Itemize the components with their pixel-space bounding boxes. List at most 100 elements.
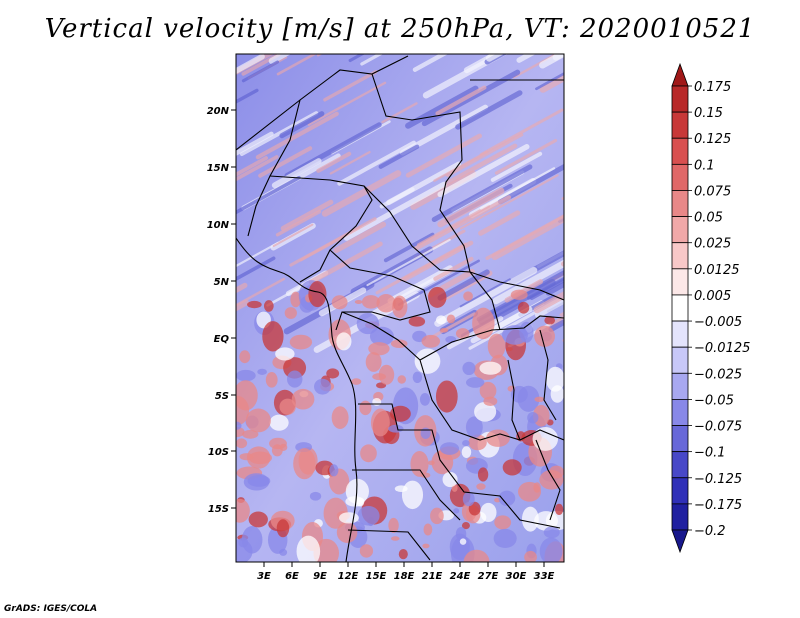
field-blob <box>539 537 563 562</box>
field-streak <box>578 151 647 189</box>
field-streak <box>236 175 301 215</box>
colorbar-label: −0.025 <box>694 367 742 382</box>
field-streak <box>434 267 538 327</box>
field-blob <box>360 444 377 463</box>
field-blob <box>459 538 467 545</box>
field-streak <box>445 132 524 178</box>
field-blob <box>462 361 476 376</box>
field-blob <box>290 291 301 308</box>
field-streak <box>422 54 508 99</box>
colorbar-swatch <box>671 503 689 531</box>
field-streak <box>533 291 564 314</box>
lat-label: 15S <box>208 504 229 515</box>
field-blob <box>314 378 331 395</box>
field-blob <box>357 506 380 526</box>
field-blob <box>378 364 395 385</box>
field-blob <box>365 352 382 372</box>
field-blob <box>326 368 340 379</box>
field-streak <box>478 278 556 325</box>
lat-label: 20N <box>207 106 230 117</box>
field-streak <box>276 54 318 76</box>
field-blob <box>372 398 382 406</box>
field-blob <box>474 401 497 422</box>
lat-label: 5S <box>215 391 229 402</box>
field-blob <box>262 321 284 352</box>
field-blob <box>487 333 506 359</box>
field-blob <box>336 332 352 351</box>
colorbar-label: 0.1 <box>694 158 715 173</box>
field-streak <box>308 241 383 285</box>
field-blob <box>550 385 564 403</box>
field-blob <box>439 442 460 455</box>
field-streak <box>379 187 415 209</box>
field-streak <box>557 216 564 223</box>
field-streak <box>307 81 387 126</box>
field-streak <box>268 54 292 65</box>
colorbar-swatch <box>671 111 689 139</box>
field-blob <box>329 464 339 477</box>
lon-label: 33E <box>534 571 555 582</box>
latitude-axis: 20N 15N 10N 5N EQ 5S 10S 15S <box>207 106 236 515</box>
lon-label: 3E <box>257 571 271 582</box>
field-streak <box>329 150 371 175</box>
colorbar-swatch <box>671 216 689 244</box>
colorbar-label: −0.125 <box>694 472 742 487</box>
field-blob <box>359 544 374 558</box>
colorbar-swatch <box>671 85 689 113</box>
lat-label: 10S <box>208 447 229 458</box>
field-blob <box>545 510 564 531</box>
field-streak <box>321 170 402 217</box>
field-streak <box>534 297 564 319</box>
field-streak <box>316 54 323 57</box>
velocity-field-streaks <box>236 54 647 353</box>
map-plot-area <box>236 54 647 562</box>
colorbar-swatch <box>671 294 689 322</box>
field-streak <box>431 164 533 223</box>
field-blob <box>239 350 251 364</box>
field-streak <box>459 278 511 308</box>
field-blob <box>430 507 444 525</box>
field-streak <box>437 269 490 301</box>
lon-label: 12E <box>338 571 359 582</box>
field-blob <box>248 451 273 465</box>
field-blob <box>476 483 486 490</box>
lat-label: EQ <box>214 334 230 345</box>
lat-label: 15N <box>207 163 230 174</box>
field-streak <box>546 315 564 330</box>
field-blob <box>289 334 313 350</box>
field-blob <box>236 421 242 430</box>
field-streak <box>378 144 420 169</box>
field-blob <box>368 342 390 356</box>
field-blob <box>408 316 426 327</box>
field-streak <box>279 111 325 139</box>
field-blob <box>238 537 249 548</box>
field-blob <box>410 450 429 477</box>
colorbar-swatch <box>671 451 689 479</box>
field-streak <box>455 90 523 130</box>
field-blob <box>236 369 256 382</box>
colorbar-swatch <box>671 268 689 296</box>
colorbar-swatch <box>671 372 689 400</box>
lon-label: 30E <box>506 571 527 582</box>
field-blob <box>331 295 348 310</box>
colorbar-top-arrow <box>671 62 689 87</box>
field-streak <box>366 238 451 287</box>
field-blob <box>275 347 295 361</box>
field-blob <box>462 440 470 447</box>
field-blob <box>354 299 363 304</box>
field-streak <box>490 151 543 182</box>
longitude-axis: 3E 6E 9E 12E 15E 18E 21E 24E 27E 30E 33E <box>257 562 555 582</box>
field-streak <box>497 163 564 205</box>
lat-label: 10N <box>207 220 230 231</box>
field-blob <box>279 548 288 556</box>
field-streak <box>343 181 447 241</box>
field-streak <box>258 146 313 178</box>
field-blob <box>376 293 396 313</box>
field-blob <box>390 339 408 349</box>
field-blob <box>398 549 408 560</box>
colorbar-label: −0.005 <box>694 315 742 330</box>
colorbar-label: 0.025 <box>694 237 731 252</box>
field-streak <box>516 54 536 63</box>
lon-label: 21E <box>422 571 443 582</box>
field-blob <box>524 550 537 562</box>
